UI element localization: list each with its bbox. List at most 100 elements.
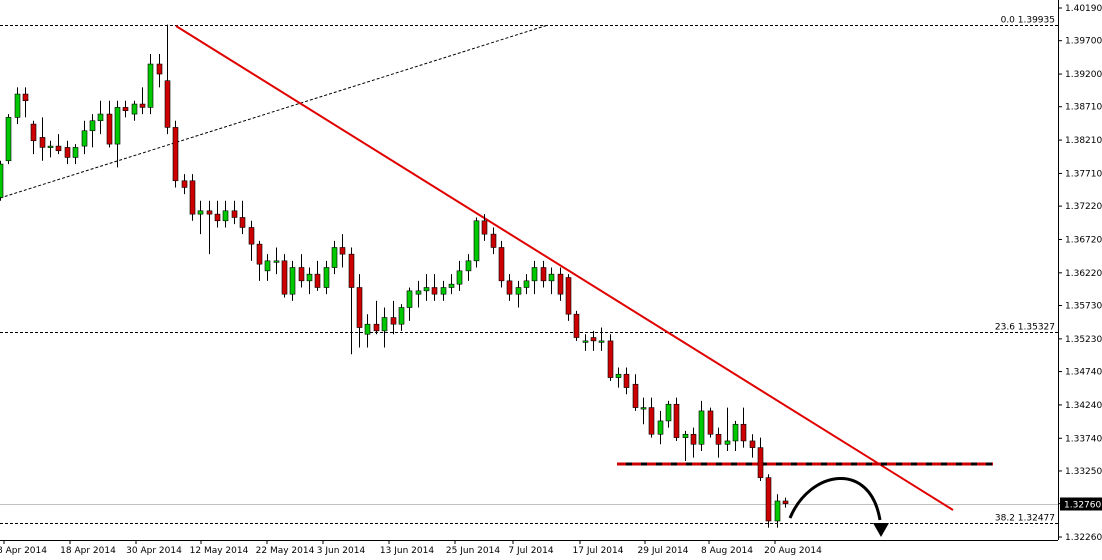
bull-candle-body — [264, 260, 271, 272]
candle — [540, 260, 547, 288]
bull-candle-body — [548, 273, 555, 282]
candle — [222, 200, 229, 228]
candle — [465, 254, 472, 281]
x-tick-label: 30 Apr 2014 — [126, 546, 182, 556]
x-tick-label: 8 Apr 2014 — [0, 546, 47, 556]
bull-candle-body — [97, 113, 104, 122]
bull-candle-body — [131, 103, 138, 115]
candle — [289, 260, 296, 301]
candle — [632, 374, 639, 411]
candle — [306, 267, 313, 295]
bear-candle-body — [490, 233, 497, 248]
bear-candle-body — [122, 107, 129, 112]
candle — [440, 280, 447, 301]
candle — [356, 274, 363, 348]
bear-candle-body — [172, 127, 179, 182]
bear-candle-body — [707, 410, 714, 435]
y-tick-label: 1.39200 — [1065, 70, 1102, 80]
candle — [264, 254, 271, 281]
bull-candle-body — [381, 317, 388, 332]
bull-candle-body — [465, 260, 472, 272]
bear-candle-body — [498, 247, 505, 282]
candle — [339, 234, 346, 268]
bear-candle-body — [749, 440, 756, 448]
candle — [348, 247, 355, 355]
candle — [47, 140, 54, 158]
x-tick-label: 18 Apr 2014 — [60, 546, 116, 556]
y-tick-label: 1.33250 — [1065, 467, 1102, 477]
x-tick-label: 20 Aug 2014 — [764, 546, 822, 556]
candle — [523, 274, 530, 295]
bull-candle-body — [682, 433, 689, 438]
candle — [0, 160, 4, 201]
bull-candle-body — [306, 273, 313, 282]
bear-candle-body — [231, 210, 238, 218]
bear-candle-body — [314, 273, 321, 288]
candle — [765, 474, 772, 528]
fib-label: 23.6 1.35327 — [995, 323, 1055, 333]
candle — [448, 274, 455, 295]
y-tick-label: 1.38710 — [1065, 103, 1102, 113]
bear-candle-body — [39, 137, 46, 148]
bear-candle-body — [164, 80, 171, 128]
bull-candle-body — [515, 287, 522, 295]
candle — [64, 140, 71, 165]
candle — [732, 420, 739, 451]
bull-candle-body — [323, 267, 330, 288]
candle — [473, 217, 480, 268]
fib-label: 0.0 1.39935 — [1001, 16, 1055, 26]
bull-candle-body — [615, 373, 622, 378]
candle — [548, 267, 555, 295]
candle — [164, 24, 171, 135]
candle — [5, 114, 12, 165]
bear-candle-body — [565, 277, 572, 315]
candle — [14, 87, 21, 125]
candle — [206, 200, 213, 255]
bull-candle-body — [448, 283, 455, 288]
candle — [490, 227, 497, 255]
arrow-head-icon — [873, 523, 889, 537]
bear-candle-body — [557, 273, 564, 295]
bull-candle-body — [640, 407, 647, 410]
bear-candle-body — [431, 287, 438, 295]
bear-candle-body — [506, 280, 513, 295]
y-tick-label: 1.32260 — [1065, 533, 1102, 543]
candle — [172, 120, 179, 188]
bear-candle-body — [590, 337, 597, 342]
current-price-label: 1.32760 — [1064, 501, 1101, 511]
candle — [373, 300, 380, 335]
bull-candle-body — [47, 145, 54, 148]
candle — [749, 434, 756, 458]
candle — [707, 407, 714, 438]
y-tick-label: 1.36220 — [1065, 269, 1102, 279]
bull-candle-body — [698, 410, 705, 445]
bull-candle-body — [732, 423, 739, 442]
fib-label: 38.2 1.32477 — [995, 514, 1055, 524]
y-tick-label: 1.34740 — [1065, 368, 1102, 378]
candle — [598, 327, 605, 351]
bear-candle-body — [690, 433, 697, 445]
candle — [114, 100, 121, 168]
candle — [648, 397, 655, 438]
bear-candle-body — [623, 373, 630, 388]
annotations — [788, 477, 889, 537]
bear-candle-body — [765, 477, 772, 522]
x-tick-label: 3 Jun 2014 — [317, 546, 366, 556]
y-tick-label: 1.36720 — [1065, 235, 1102, 245]
candle — [181, 174, 188, 195]
candle — [331, 240, 338, 275]
candle — [156, 54, 163, 88]
bear-candle-body — [607, 340, 614, 378]
bull-candle-body — [598, 340, 605, 343]
candle — [431, 274, 438, 301]
x-tick-label: 12 May 2014 — [190, 546, 249, 556]
bull-candle-body — [582, 340, 589, 343]
candle — [81, 120, 88, 155]
candle — [189, 174, 196, 221]
bear-candle-body — [139, 103, 146, 108]
candle — [715, 427, 722, 458]
y-tick-label: 1.35730 — [1065, 302, 1102, 312]
x-tick-label: 25 Jun 2014 — [446, 546, 500, 556]
